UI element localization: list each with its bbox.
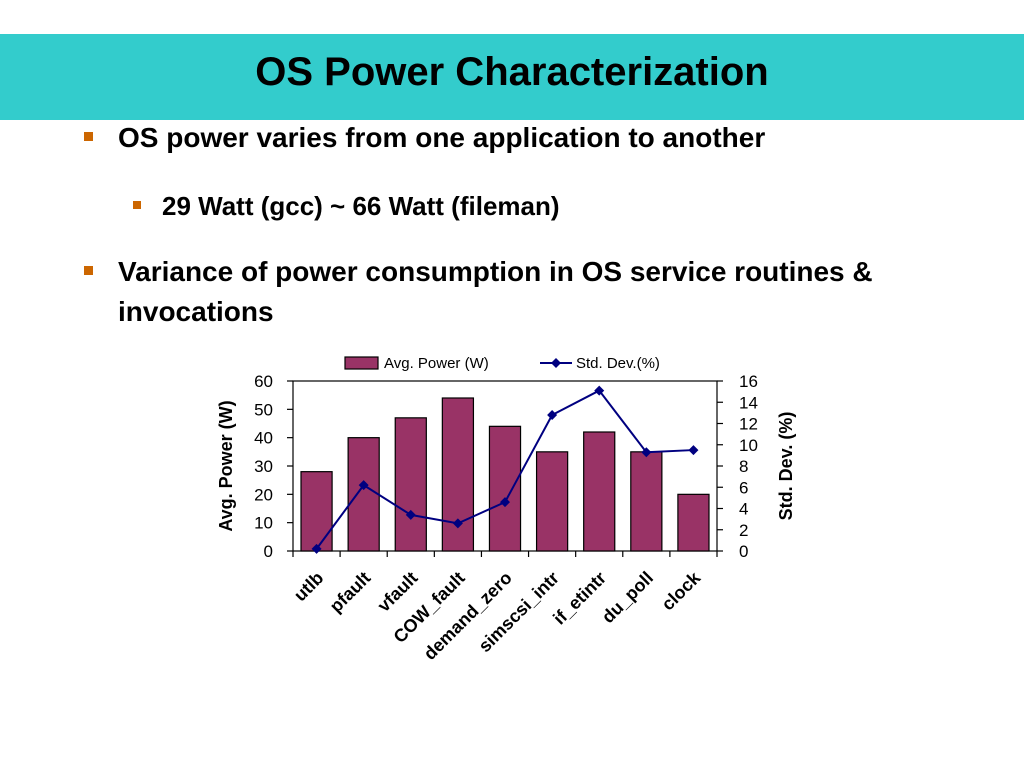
std-dev-point	[452, 518, 463, 529]
x-tick-label: du_poll	[598, 568, 657, 627]
bar	[300, 471, 333, 552]
y2-axis-label: Std. Dev. (%)	[776, 412, 796, 521]
bullet-1-text: OS power varies from one application to …	[118, 122, 766, 153]
bullet-marker-icon	[133, 201, 141, 209]
y-tick-label: 10	[254, 514, 273, 533]
y-tick-label: 20	[254, 485, 273, 504]
bar	[347, 437, 380, 552]
bar	[583, 431, 616, 552]
legend-label-line: Std. Dev.(%)	[576, 355, 660, 372]
std-dev-point	[547, 410, 558, 420]
y-tick-label: 50	[254, 400, 273, 419]
legend-swatch-bar	[344, 356, 379, 370]
y2-tick-label: 14	[739, 393, 758, 412]
bullet-1: OS power varies from one application to …	[84, 118, 978, 158]
title-bar	[0, 34, 1024, 120]
bar	[630, 451, 663, 552]
y2-tick-label: 2	[739, 521, 748, 540]
x-tick-label: pfault	[326, 568, 375, 617]
bullet-2: 29 Watt (gcc) ~ 66 Watt (fileman)	[133, 186, 962, 226]
std-dev-point	[594, 385, 605, 396]
std-dev-point	[688, 445, 699, 456]
std-dev-point	[641, 447, 652, 458]
bullet-marker-icon	[84, 266, 93, 275]
y-tick-label: 0	[264, 542, 273, 561]
y2-tick-label: 12	[739, 415, 758, 434]
slide-title: OS Power Characterization	[255, 50, 769, 94]
bullet-2-text: 29 Watt (gcc) ~ 66 Watt (fileman)	[162, 191, 560, 221]
y2-tick-label: 6	[739, 478, 748, 497]
bullet-3-text: Variance of power consumption in OS serv…	[118, 256, 873, 327]
x-tick-label: if_etintr	[549, 568, 610, 629]
bar	[677, 493, 710, 552]
y2-tick-label: 4	[739, 500, 748, 519]
std-dev-point	[358, 480, 369, 491]
y2-tick-label: 16	[739, 372, 758, 391]
bar	[488, 425, 522, 552]
legend-marker-line	[551, 358, 561, 368]
y-tick-label: 30	[254, 457, 273, 476]
y-tick-label: 40	[254, 429, 273, 448]
legend-label-bar: Avg. Power (W)	[384, 355, 489, 372]
bullet-3: Variance of power consumption in OS serv…	[84, 252, 978, 332]
y2-tick-label: 8	[739, 457, 748, 476]
bullet-marker-icon	[84, 132, 93, 141]
y2-tick-label: 10	[739, 436, 758, 455]
y2-tick-label: 0	[739, 542, 748, 561]
std-dev-point	[311, 543, 322, 554]
y-tick-label: 60	[254, 372, 273, 391]
x-tick-label: clock	[658, 567, 705, 614]
y-axis-label: Avg. Power (W)	[216, 400, 236, 531]
std-dev-point	[500, 497, 510, 508]
bar	[394, 417, 427, 552]
std-dev-point	[405, 509, 416, 520]
bar	[535, 451, 569, 552]
x-tick-label: utlb	[290, 568, 327, 605]
